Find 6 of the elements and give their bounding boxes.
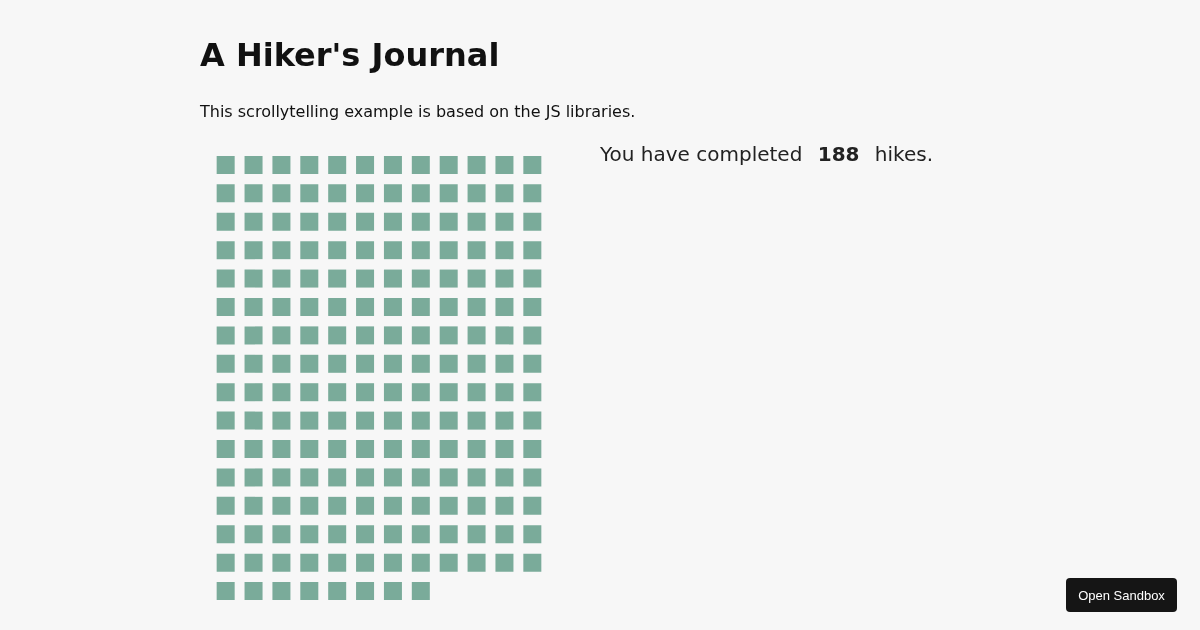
open-sandbox-button: Open Sandbox (1066, 578, 1177, 612)
text: A Hiker's Journal (200, 36, 500, 74)
text: This scrollytelling example is based on the JS libraries. (200, 102, 636, 121)
text: hikes. (873, 142, 934, 166)
text: You have completed (600, 142, 804, 166)
data-label: 188 (817, 142, 860, 166)
